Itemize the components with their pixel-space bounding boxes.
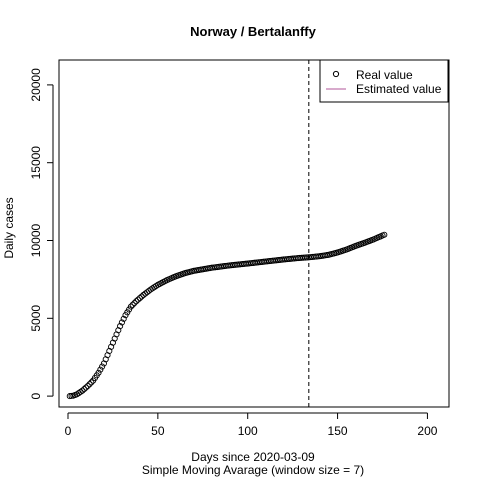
data-point — [133, 298, 140, 305]
data-point — [138, 293, 145, 300]
legend-label-real-value: Real value — [356, 68, 413, 82]
plot-frame — [58, 59, 450, 408]
data-point — [127, 303, 134, 310]
data-point — [79, 387, 86, 394]
y-tick-label: 15000 — [29, 146, 43, 180]
legend-symbol-real-value — [332, 70, 340, 78]
data-points — [66, 231, 388, 400]
y-tick-label: 10000 — [29, 223, 43, 257]
data-point — [135, 296, 142, 303]
x-axis-label: Days since 2020-03-09 — [191, 450, 315, 464]
data-point — [84, 382, 91, 390]
x-tick-label: 50 — [151, 424, 165, 438]
plot-area — [58, 59, 450, 408]
data-point — [81, 386, 88, 393]
x-axis: 0 50 100 150 200 — [65, 412, 438, 438]
x-tick-label: 0 — [65, 424, 72, 438]
data-point — [118, 319, 125, 326]
x-tick-label: 200 — [417, 424, 437, 438]
legend-box — [319, 59, 449, 103]
data-point — [88, 379, 95, 386]
y-tick-label: 0 — [29, 392, 43, 399]
y-tick-label: 20000 — [29, 68, 43, 102]
data-point — [86, 381, 93, 388]
data-point — [95, 369, 102, 376]
y-axis: 0 5000 10000 15000 20000 — [29, 68, 54, 399]
data-point — [82, 384, 90, 391]
chart-subtitle: Simple Moving Avarage (window size = 7) — [142, 463, 364, 477]
data-point — [136, 295, 143, 302]
data-point — [381, 231, 388, 238]
data-point — [131, 299, 138, 307]
chart-title: Norway / Bertalanffy — [190, 24, 316, 39]
data-point — [120, 315, 127, 322]
legend: Real value Estimated value — [319, 59, 449, 103]
x-tick-label: 150 — [328, 424, 348, 438]
x-tick-label: 100 — [238, 424, 258, 438]
data-point — [117, 323, 124, 330]
y-axis-label: Daily cases — [2, 197, 16, 258]
y-tick-label: 5000 — [29, 305, 43, 332]
data-point — [97, 366, 104, 373]
data-point — [99, 363, 106, 370]
data-point — [129, 301, 136, 308]
legend-label-estimated-value: Estimated value — [356, 82, 442, 96]
